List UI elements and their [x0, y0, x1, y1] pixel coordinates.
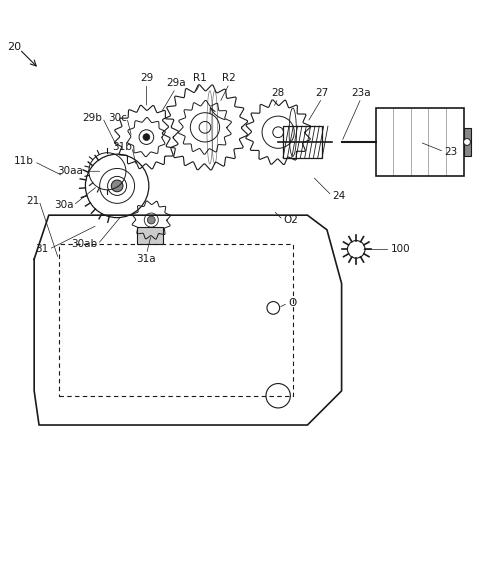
Text: 11b: 11b — [14, 156, 34, 167]
Text: R1: R1 — [193, 73, 207, 83]
Text: 28: 28 — [271, 88, 285, 98]
Text: 30ab: 30ab — [71, 239, 98, 249]
Text: 24: 24 — [332, 191, 345, 201]
Bar — [283, 126, 322, 158]
Text: 29: 29 — [140, 73, 153, 83]
Circle shape — [143, 134, 150, 141]
Text: 29a: 29a — [166, 78, 185, 88]
Text: 29b: 29b — [82, 113, 102, 122]
Text: O: O — [288, 298, 296, 308]
Circle shape — [464, 138, 470, 145]
Text: 23: 23 — [444, 147, 457, 156]
Text: 31a: 31a — [137, 254, 156, 264]
Text: 31: 31 — [36, 244, 49, 255]
Text: 31b: 31b — [112, 142, 132, 152]
Text: 20: 20 — [8, 42, 21, 52]
Bar — [464, 128, 471, 156]
Circle shape — [111, 180, 123, 192]
Text: O2: O2 — [283, 215, 298, 225]
Text: 23a: 23a — [351, 88, 371, 98]
Circle shape — [147, 216, 155, 224]
Text: 21: 21 — [26, 196, 39, 206]
Text: 30aa: 30aa — [57, 166, 83, 176]
Text: 27: 27 — [315, 88, 329, 98]
Bar — [137, 227, 163, 244]
Bar — [376, 108, 464, 176]
Text: 100: 100 — [390, 244, 410, 255]
Text: 30a: 30a — [54, 200, 73, 210]
Text: 30c: 30c — [108, 113, 127, 122]
Text: R2: R2 — [223, 73, 236, 83]
